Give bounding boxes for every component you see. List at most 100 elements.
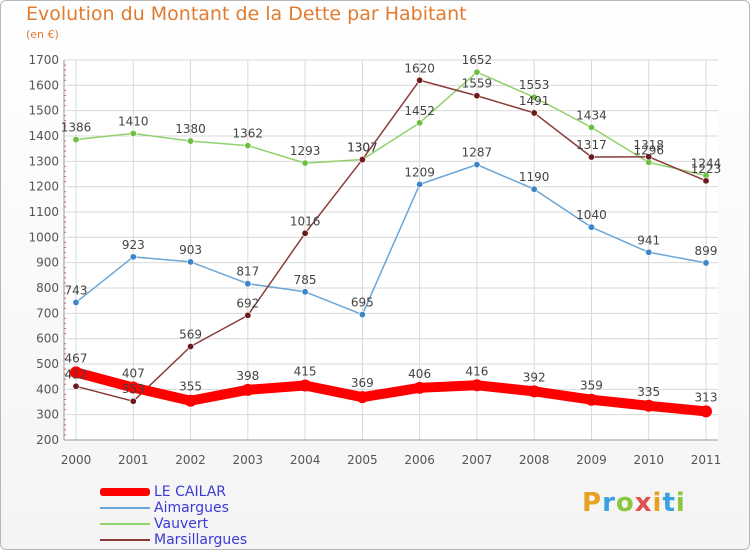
data-point-marsillargues bbox=[187, 343, 195, 351]
data-point-vauvert bbox=[72, 136, 80, 144]
data-label-le-cailar: 415 bbox=[294, 365, 317, 379]
x-tick-label: 2002 bbox=[175, 453, 206, 467]
y-tick-label: 300 bbox=[36, 408, 59, 422]
x-tick-label: 2006 bbox=[404, 453, 435, 467]
data-label-aimargues: 899 bbox=[695, 244, 718, 258]
y-tick-label: 400 bbox=[36, 382, 59, 396]
data-label-aimargues: 941 bbox=[637, 233, 660, 247]
data-label-marsillargues: 692 bbox=[236, 296, 259, 310]
legend-swatch bbox=[100, 539, 150, 541]
series-line-le-cailar bbox=[71, 367, 711, 417]
x-tick-label: 2004 bbox=[290, 453, 321, 467]
data-label-marsillargues: 1620 bbox=[404, 61, 435, 75]
data-label-marsillargues: 1016 bbox=[290, 214, 321, 228]
data-point-marsillargues bbox=[702, 177, 710, 185]
y-tick-label: 600 bbox=[36, 332, 59, 346]
data-label-aimargues: 1287 bbox=[462, 146, 493, 160]
data-label-aimargues: 1190 bbox=[519, 170, 550, 184]
data-label-aimargues: 923 bbox=[122, 238, 145, 252]
data-point-le-cailar bbox=[299, 379, 312, 392]
data-point-aimargues bbox=[645, 248, 653, 256]
data-label-aimargues: 1040 bbox=[576, 208, 607, 222]
data-point-vauvert bbox=[187, 137, 195, 145]
x-tick-label: 2011 bbox=[691, 453, 722, 467]
data-point-le-cailar bbox=[70, 366, 82, 379]
legend-item-le-cailar: LE CAILAR bbox=[100, 484, 247, 500]
data-point-marsillargues bbox=[645, 153, 653, 161]
data-point-marsillargues bbox=[129, 397, 137, 405]
x-tick-label: 2003 bbox=[233, 453, 264, 467]
data-label-vauvert: 1553 bbox=[519, 78, 550, 92]
data-point-le-cailar bbox=[470, 379, 483, 392]
data-point-marsillargues bbox=[473, 92, 481, 100]
chart-title: Evolution du Montant de la Dette par Hab… bbox=[26, 3, 467, 25]
data-point-aimargues bbox=[358, 311, 366, 319]
x-tick-label: 2010 bbox=[633, 453, 664, 467]
data-label-le-cailar: 313 bbox=[695, 390, 718, 404]
series-line-marsillargues bbox=[75, 79, 707, 402]
data-point-marsillargues bbox=[358, 156, 366, 164]
data-point-marsillargues bbox=[244, 311, 252, 319]
chart-subtitle: (en €) bbox=[26, 28, 59, 41]
data-label-le-cailar: 335 bbox=[637, 385, 660, 399]
data-point-vauvert bbox=[587, 123, 595, 131]
legend-item-aimargues: Aimargues bbox=[100, 500, 247, 516]
data-point-aimargues bbox=[301, 288, 309, 296]
data-label-vauvert: 1452 bbox=[404, 104, 435, 118]
y-tick-label: 700 bbox=[36, 306, 59, 320]
x-tick-label: 2005 bbox=[347, 453, 378, 467]
legend-label: Vauvert bbox=[154, 516, 209, 532]
data-label-aimargues: 695 bbox=[351, 296, 374, 310]
y-tick-label: 1100 bbox=[28, 205, 59, 219]
data-label-vauvert: 1386 bbox=[61, 121, 92, 135]
data-point-aimargues bbox=[416, 180, 424, 188]
data-point-marsillargues bbox=[587, 153, 595, 161]
data-label-le-cailar: 369 bbox=[351, 376, 374, 390]
data-label-le-cailar: 355 bbox=[179, 380, 202, 394]
y-tick-label: 1000 bbox=[28, 230, 59, 244]
data-point-le-cailar bbox=[528, 385, 541, 398]
data-point-aimargues bbox=[587, 223, 595, 231]
data-label-marsillargues: 1317 bbox=[576, 138, 607, 152]
data-point-aimargues bbox=[473, 161, 481, 169]
logo-letter: x bbox=[634, 488, 653, 518]
legend-label: LE CAILAR bbox=[154, 484, 227, 500]
data-label-vauvert: 1307 bbox=[347, 141, 378, 155]
data-label-le-cailar: 467 bbox=[65, 351, 88, 365]
y-tick-label: 1600 bbox=[28, 78, 59, 92]
data-label-vauvert: 1296 bbox=[633, 143, 664, 157]
data-point-vauvert bbox=[416, 119, 424, 127]
data-point-vauvert bbox=[301, 159, 309, 167]
data-point-vauvert bbox=[473, 68, 481, 76]
data-label-le-cailar: 416 bbox=[465, 364, 488, 378]
y-tick-label: 1700 bbox=[28, 53, 59, 67]
logo-letter: r bbox=[602, 488, 616, 518]
data-label-vauvert: 1362 bbox=[233, 127, 264, 141]
y-tick-label: 1500 bbox=[28, 104, 59, 118]
data-point-marsillargues bbox=[416, 76, 424, 84]
legend-label: Aimargues bbox=[154, 500, 229, 516]
x-tick-label: 2008 bbox=[519, 453, 550, 467]
logo-letter: o bbox=[615, 488, 635, 518]
data-label-aimargues: 1209 bbox=[404, 165, 435, 179]
data-label-vauvert: 1380 bbox=[175, 122, 206, 136]
data-point-aimargues bbox=[244, 280, 252, 288]
x-tick-label: 2000 bbox=[61, 453, 92, 467]
data-label-marsillargues: 569 bbox=[179, 328, 202, 342]
data-label-marsillargues: 353 bbox=[122, 382, 145, 396]
data-label-le-cailar: 392 bbox=[523, 370, 546, 384]
data-point-marsillargues bbox=[72, 382, 80, 390]
data-point-le-cailar bbox=[356, 391, 369, 404]
data-label-le-cailar: 406 bbox=[408, 367, 431, 381]
data-label-vauvert: 1293 bbox=[290, 144, 321, 158]
data-point-aimargues bbox=[530, 185, 538, 193]
data-label-marsillargues: 1307 bbox=[347, 141, 378, 155]
data-label-marsillargues: 412 bbox=[65, 367, 88, 381]
data-point-le-cailar bbox=[585, 393, 598, 406]
data-label-marsillargues: 1318 bbox=[633, 138, 664, 152]
data-label-aimargues: 817 bbox=[236, 265, 259, 279]
data-point-le-cailar bbox=[413, 381, 426, 394]
logo-letter: P bbox=[582, 488, 603, 518]
logo-letter: i bbox=[652, 488, 663, 518]
